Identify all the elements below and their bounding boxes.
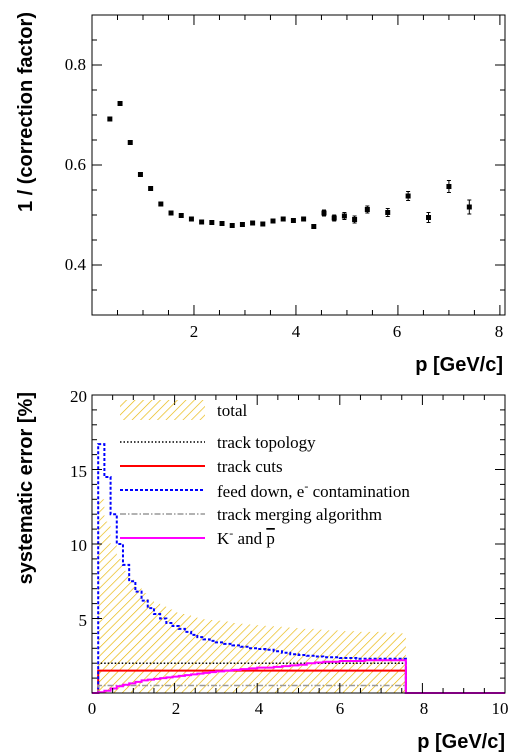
legend-label-track-cuts: track cuts	[217, 457, 283, 476]
top-data-points	[107, 101, 472, 229]
legend-label-track-topology: track topology	[217, 433, 316, 452]
top-data-point	[301, 216, 307, 222]
top-y-tick-label: 0.6	[65, 155, 86, 174]
top-data-point	[385, 210, 391, 215]
top-x-tick-label: 8	[495, 322, 504, 341]
top-data-point	[352, 217, 358, 222]
kaon-mid: and	[233, 529, 266, 548]
bottom-x-tick-label: 10	[492, 699, 509, 718]
bottom-x-tick-label: 8	[420, 699, 429, 718]
bottom-y-tick-label: 20	[70, 387, 87, 406]
top-panel: 2 4 6 8 0.4 0.6 0.8 p [GeV/c] 1 / (corre…	[15, 12, 506, 376]
feed-down-text: feed down, e	[217, 482, 304, 501]
top-x-tick-label: 4	[292, 322, 301, 341]
bottom-y-axis-title: systematic error [%]	[15, 392, 37, 584]
legend-label-total: total	[217, 401, 247, 420]
bottom-x-tick-label: 2	[172, 699, 181, 718]
top-x-tick-label: 6	[393, 322, 402, 341]
bottom-histograms	[92, 443, 505, 694]
top-data-point	[117, 101, 123, 106]
top-data-point	[250, 220, 256, 226]
top-axis-ticks	[92, 14, 505, 316]
top-x-axis-title: p [GeV/c]	[415, 354, 503, 376]
top-data-point	[466, 204, 472, 210]
top-data-point	[405, 193, 411, 199]
feed-down-suffix: contamination	[308, 482, 410, 501]
top-data-point	[364, 207, 370, 212]
top-data-point	[148, 186, 154, 191]
bottom-y-tick-label: 15	[70, 462, 87, 481]
top-data-point	[199, 219, 205, 225]
top-data-point	[239, 222, 245, 227]
hist-series-3	[92, 443, 505, 694]
top-data-point	[209, 220, 215, 225]
top-data-point	[229, 223, 235, 228]
bottom-y-tick-label: 5	[79, 611, 88, 630]
top-data-point	[158, 201, 164, 207]
top-x-tick-label: 2	[190, 322, 199, 341]
top-data-point	[290, 218, 296, 223]
hist-series-5	[92, 659, 505, 694]
top-data-point	[137, 172, 143, 177]
legend-label-kaon-antiproton: K- and p	[217, 526, 275, 548]
top-data-point	[168, 210, 174, 216]
feed-down-sup: -	[304, 479, 308, 493]
legend-swatch-total	[120, 400, 205, 420]
top-plot-frame	[91, 14, 506, 316]
bottom-x-axis-title: p [GeV/c]	[417, 731, 505, 753]
top-data-point	[280, 216, 286, 222]
top-data-point	[341, 213, 347, 219]
legend-label-track-merging: track merging algorithm	[217, 505, 382, 524]
bottom-x-tick-label: 0	[88, 699, 97, 718]
top-data-point	[260, 221, 266, 227]
top-data-point	[188, 216, 194, 222]
antiproton-text: p	[266, 529, 275, 548]
legend-label-feed-down: feed down, e- contamination	[217, 479, 410, 501]
top-data-point	[311, 224, 317, 229]
top-data-point	[127, 140, 133, 145]
top-y-tick-label: 0.8	[65, 55, 86, 74]
top-data-point	[321, 210, 327, 216]
top-data-point	[270, 218, 276, 224]
top-y-axis-title: 1 / (correction factor)	[15, 12, 37, 212]
top-data-point	[219, 221, 225, 226]
kaon-sup: -	[229, 526, 233, 540]
bottom-x-tick-label: 4	[255, 699, 264, 718]
kaon-text: K	[217, 529, 230, 548]
bottom-x-tick-label: 6	[336, 699, 345, 718]
legend: total track topology track cuts feed dow…	[120, 400, 410, 548]
top-data-point	[331, 215, 337, 221]
bottom-panel: 0 2 4 6 8 10 5 10 15 20 p [GeV/c] system…	[15, 387, 509, 753]
hist-series-4	[92, 684, 505, 694]
bottom-y-tick-label: 10	[70, 536, 87, 555]
hist-total-band	[92, 499, 505, 693]
top-data-point	[107, 116, 113, 122]
top-data-point	[426, 215, 432, 220]
top-data-point	[446, 184, 452, 189]
top-data-point	[178, 213, 184, 218]
top-y-tick-label: 0.4	[65, 255, 87, 274]
bottom-axis-ticks	[92, 394, 506, 693]
